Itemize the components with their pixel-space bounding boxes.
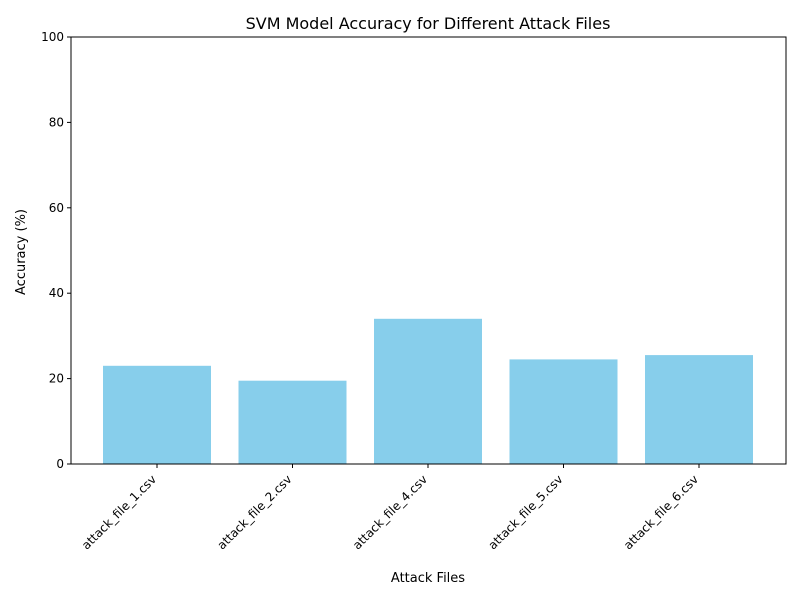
y-axis: 0 20 40 60 80 100	[41, 30, 71, 471]
chart-title: SVM Model Accuracy for Different Attack …	[246, 14, 611, 33]
x-tick-label: attack_file_2.csv	[214, 472, 294, 552]
y-tick-label: 0	[56, 457, 64, 471]
y-tick-label: 40	[49, 286, 64, 300]
x-axis: attack_file_1.csv attack_file_2.csv attack…	[79, 464, 701, 552]
x-tick-label: attack_file_5.csv	[485, 472, 565, 552]
bar	[374, 318, 482, 464]
bars-group	[103, 318, 753, 464]
y-tick-label: 80	[49, 115, 64, 129]
y-tick-label: 100	[41, 30, 64, 44]
y-tick-label: 20	[49, 372, 64, 386]
x-axis-label: Attack Files	[391, 571, 465, 586]
bar	[645, 355, 753, 464]
x-tick-label: attack_file_4.csv	[350, 472, 430, 552]
plot-frame	[70, 36, 787, 465]
y-tick-label: 60	[49, 201, 64, 215]
bar	[103, 365, 211, 464]
bar	[238, 380, 347, 464]
x-tick-label: attack_file_6.csv	[621, 472, 701, 552]
bar	[509, 359, 618, 464]
y-axis-label: Accuracy (%)	[14, 209, 29, 295]
x-tick-label: attack_file_1.csv	[79, 472, 159, 552]
